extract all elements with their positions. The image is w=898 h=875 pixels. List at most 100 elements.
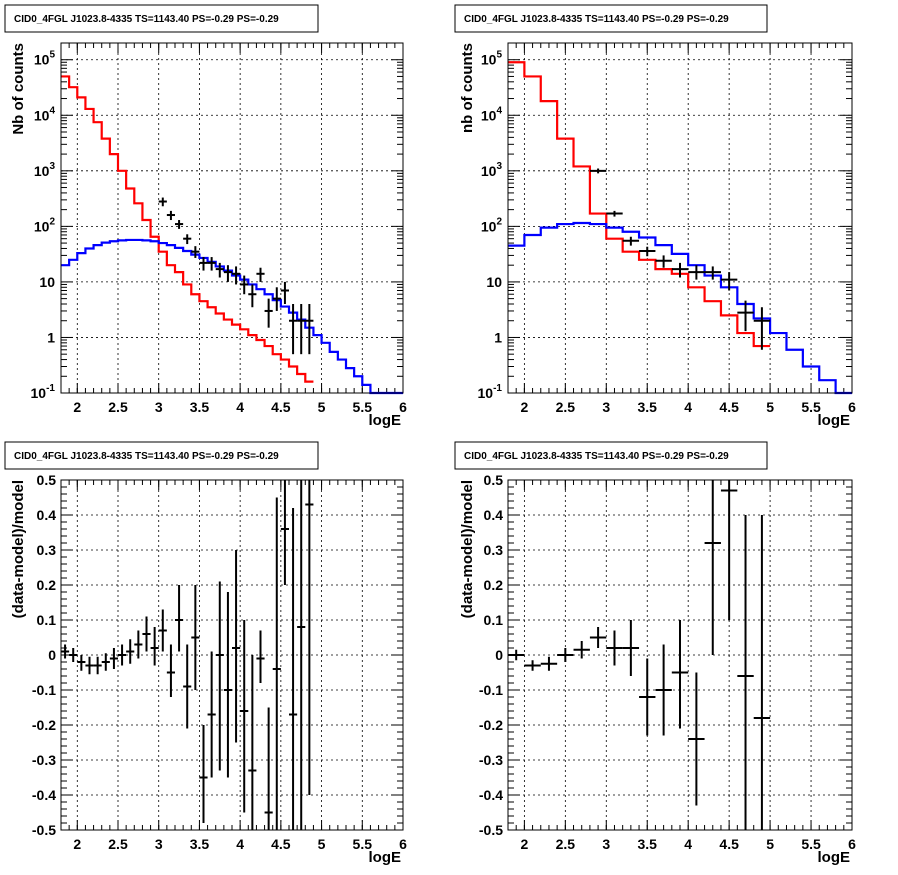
y-tick-label: 10 bbox=[486, 274, 502, 290]
data-point bbox=[622, 236, 640, 246]
y-tick-label: 0 bbox=[495, 647, 503, 663]
y-axis-label: Nb of counts bbox=[10, 43, 27, 135]
y-tick-label: 102 bbox=[481, 216, 503, 234]
y-axis-label: nb of counts bbox=[459, 43, 476, 133]
x-tick-label: 3 bbox=[155, 399, 163, 415]
chart-title: CID0_4FGL J1023.8-4335 TS=1143.40 PS=-0.… bbox=[14, 451, 279, 462]
data-point bbox=[589, 627, 607, 648]
chart-top-left: 2 2.5 3 3.5 4 4.5 5 5.5 6 10-1 1 10 102 103 104 105 logE… bbox=[4, 4, 407, 429]
x-tick-label: 2 bbox=[520, 836, 528, 852]
x-axis-label: logE bbox=[818, 412, 851, 429]
data-point bbox=[305, 304, 314, 355]
data-point bbox=[737, 515, 754, 830]
y-axis-label: (data-model)/model bbox=[10, 480, 27, 618]
x-tick-label: 4.5 bbox=[271, 836, 291, 852]
x-tick-label: 3.5 bbox=[638, 399, 658, 415]
data-point bbox=[150, 627, 159, 666]
data-point bbox=[240, 275, 249, 295]
data-point bbox=[232, 550, 241, 743]
data-point bbox=[166, 644, 175, 697]
x-tick-label: 6 bbox=[848, 836, 856, 852]
x-tick-label: 3 bbox=[602, 399, 610, 415]
data-point bbox=[289, 508, 298, 830]
y-tick-label: 0.2 bbox=[484, 577, 504, 593]
data-point bbox=[704, 480, 721, 655]
y-tick-label: 0 bbox=[48, 647, 56, 663]
x-tick-label: 5.5 bbox=[801, 399, 821, 415]
y-tick-label: -0.3 bbox=[32, 752, 56, 768]
x-tick-label: 2 bbox=[520, 399, 528, 415]
title-box bbox=[4, 4, 319, 33]
x-tick-label: 4 bbox=[236, 836, 244, 852]
x-tick-label: 5 bbox=[766, 836, 774, 852]
data-point bbox=[272, 287, 281, 311]
x-tick-label: 5 bbox=[318, 399, 326, 415]
title-box bbox=[454, 441, 768, 470]
data-point bbox=[606, 630, 623, 666]
x-tick-label: 4.5 bbox=[271, 399, 291, 415]
data-point bbox=[61, 644, 70, 659]
data-point bbox=[671, 262, 689, 278]
data-point bbox=[166, 210, 175, 221]
chart-bottom-left: 2 2.5 3 3.5 4 4.5 5 5.5 6 -0.5 -0.4 -0.3 -0.2 -0.1 0 0.… bbox=[4, 441, 407, 866]
x-tick-label: 4.5 bbox=[719, 836, 739, 852]
data-point bbox=[77, 655, 86, 671]
x-tick-label: 3.5 bbox=[638, 836, 658, 852]
data-point bbox=[753, 515, 771, 830]
data-point bbox=[524, 660, 541, 671]
data-point bbox=[85, 656, 94, 675]
y-tick-label: 102 bbox=[34, 216, 56, 234]
data-point bbox=[264, 298, 273, 328]
data-point bbox=[215, 581, 224, 771]
y-tick-label: -0.1 bbox=[479, 682, 503, 698]
x-tick-label: 4 bbox=[684, 399, 692, 415]
y-tick-label: 0.5 bbox=[484, 472, 504, 488]
data-point bbox=[175, 220, 184, 229]
data-point bbox=[280, 281, 289, 305]
x-tick-label: 3.5 bbox=[190, 836, 210, 852]
data-point bbox=[264, 707, 273, 830]
x-tick-label: 4 bbox=[236, 399, 244, 415]
data-point bbox=[639, 658, 656, 736]
data-point bbox=[191, 246, 200, 258]
data-point bbox=[93, 656, 102, 675]
data-point bbox=[297, 480, 306, 830]
x-tick-label: 4.5 bbox=[719, 399, 739, 415]
y-tick-label: 104 bbox=[34, 105, 56, 123]
data-point bbox=[289, 304, 298, 355]
x-tick-label: 5.5 bbox=[801, 836, 821, 852]
y-tick-label: 0.2 bbox=[37, 577, 57, 593]
data-point bbox=[199, 257, 208, 271]
chart-top-right: 2 2.5 3 3.5 4 4.5 5 5.5 6 10-1 1 10 102 103 104 105 logE… bbox=[454, 4, 856, 429]
x-axis-label: logE bbox=[818, 849, 851, 866]
title-box bbox=[454, 4, 768, 33]
data-point bbox=[540, 656, 558, 671]
data-point bbox=[297, 304, 306, 355]
y-tick-label: -0.1 bbox=[32, 682, 56, 698]
data-point bbox=[508, 649, 525, 661]
y-tick-label: 0.4 bbox=[484, 507, 504, 523]
y-tick-label: 105 bbox=[34, 50, 56, 68]
chart-title: CID0_4FGL J1023.8-4335 TS=1143.40 PS=-0.… bbox=[464, 14, 729, 25]
x-tick-label: 6 bbox=[399, 836, 407, 852]
data-point bbox=[248, 284, 257, 308]
data-point bbox=[134, 630, 143, 659]
x-tick-label: 5 bbox=[318, 836, 326, 852]
data-point bbox=[305, 480, 314, 795]
data-point bbox=[655, 255, 672, 268]
y-tick-label: 1 bbox=[47, 329, 55, 345]
plot-area bbox=[61, 43, 403, 393]
data-point bbox=[223, 592, 232, 778]
series-step-line-1 bbox=[508, 221, 852, 395]
data-point bbox=[183, 644, 192, 729]
x-tick-label: 3 bbox=[602, 836, 610, 852]
data-point bbox=[215, 262, 224, 278]
data-point bbox=[109, 648, 118, 669]
x-axis-label: logE bbox=[369, 412, 402, 429]
series-step-line-0 bbox=[508, 61, 771, 348]
y-tick-label: -0.4 bbox=[479, 787, 503, 803]
data-point bbox=[557, 648, 574, 662]
data-point bbox=[720, 480, 738, 620]
y-tick-label: 0.3 bbox=[37, 542, 57, 558]
